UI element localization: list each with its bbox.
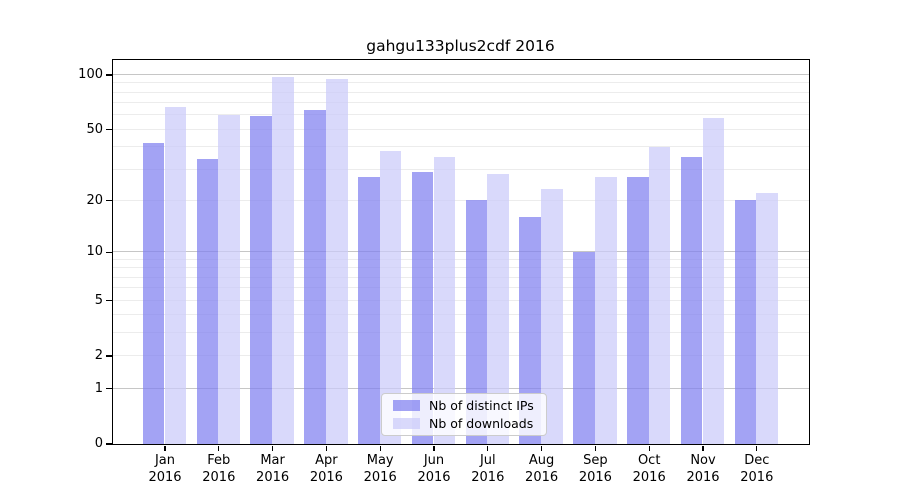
gridline-minor bbox=[113, 314, 809, 316]
y-tick-label: 1 bbox=[94, 380, 103, 396]
bar-nb-of-distinct-ips-nov-2016 bbox=[680, 157, 703, 444]
legend-item-nb-of-distinct-ips: Nb of distinct IPs bbox=[382, 398, 546, 413]
y-tick-label: 10 bbox=[86, 244, 103, 260]
bar-nb-of-downloads-may-2016 bbox=[379, 150, 402, 444]
bar-nb-of-distinct-ips-jan-2016 bbox=[142, 142, 165, 444]
bar-nb-of-downloads-jul-2016 bbox=[487, 174, 509, 444]
gridline-minor bbox=[113, 276, 809, 278]
gridline-minor bbox=[113, 258, 809, 260]
bar-nb-of-distinct-ips-aug-2016 bbox=[519, 217, 542, 444]
gridline-minor bbox=[113, 114, 809, 116]
x-tick bbox=[164, 445, 166, 451]
x-tick-label: Oct 2016 bbox=[632, 453, 666, 485]
x-tick bbox=[540, 445, 543, 451]
x-tick bbox=[756, 445, 758, 451]
x-tick-label: Nov 2016 bbox=[686, 453, 720, 485]
plot-area bbox=[112, 58, 810, 445]
bar-nb-of-downloads-jan-2016 bbox=[164, 107, 187, 444]
y-tick bbox=[106, 74, 112, 76]
bar-nb-of-downloads-dec-2016 bbox=[756, 192, 778, 444]
y-tick-label: 5 bbox=[94, 292, 103, 308]
bar-nb-of-downloads-sep-2016 bbox=[594, 177, 617, 444]
x-tick-label: Aug 2016 bbox=[525, 453, 559, 485]
y-tick bbox=[106, 300, 112, 302]
gridline-major bbox=[113, 387, 809, 389]
legend-label-nb-of-downloads: Nb of downloads bbox=[429, 415, 534, 431]
x-tick-label: Feb 2016 bbox=[202, 453, 236, 485]
x-tick bbox=[433, 445, 435, 451]
x-tick-label: Jun 2016 bbox=[417, 453, 451, 485]
gridline-minor bbox=[113, 91, 809, 93]
x-tick-label: Dec 2016 bbox=[740, 453, 774, 485]
bar-nb-of-downloads-jun-2016 bbox=[433, 157, 456, 444]
bar-nb-of-distinct-ips-jun-2016 bbox=[411, 171, 434, 444]
bar-nb-of-distinct-ips-apr-2016 bbox=[304, 109, 326, 444]
x-tick bbox=[218, 445, 220, 451]
gridline-minor bbox=[113, 82, 809, 84]
x-tick bbox=[379, 445, 381, 451]
x-tick-label: May 2016 bbox=[363, 453, 397, 485]
y-tick bbox=[106, 251, 112, 254]
x-tick bbox=[487, 445, 489, 451]
bar-nb-of-distinct-ips-sep-2016 bbox=[573, 251, 595, 444]
y-tick bbox=[106, 387, 112, 390]
bar-nb-of-distinct-ips-oct-2016 bbox=[627, 177, 649, 444]
y-tick bbox=[106, 443, 112, 445]
legend-swatch-nb-of-downloads bbox=[393, 417, 420, 429]
gridline-minor bbox=[113, 102, 809, 104]
y-tick bbox=[106, 355, 112, 357]
legend: Nb of distinct IPs Nb of downloads bbox=[381, 392, 547, 436]
x-tick-label: Jan 2016 bbox=[148, 453, 182, 485]
bar-nb-of-distinct-ips-jul-2016 bbox=[465, 200, 488, 444]
gridline-minor bbox=[113, 355, 809, 357]
gridline-minor bbox=[113, 299, 809, 301]
gridline-minor bbox=[113, 168, 809, 170]
bar-nb-of-downloads-apr-2016 bbox=[325, 78, 348, 444]
bar-nb-of-distinct-ips-may-2016 bbox=[358, 177, 380, 444]
x-tick-label: Jul 2016 bbox=[471, 453, 505, 485]
y-tick-label: 2 bbox=[94, 348, 103, 364]
x-tick bbox=[325, 445, 328, 451]
gridline-minor bbox=[113, 128, 809, 130]
bar-nb-of-downloads-oct-2016 bbox=[648, 146, 671, 444]
y-tick-label: 20 bbox=[86, 192, 103, 208]
bar-nb-of-downloads-aug-2016 bbox=[541, 189, 563, 444]
gridline-minor bbox=[113, 287, 809, 289]
bar-nb-of-distinct-ips-mar-2016 bbox=[250, 116, 273, 444]
legend-label-nb-of-distinct-ips: Nb of distinct IPs bbox=[429, 397, 534, 413]
y-tick-label: 100 bbox=[78, 67, 103, 83]
gridline-minor bbox=[113, 267, 809, 269]
y-tick-label: 50 bbox=[86, 121, 103, 137]
legend-swatch-nb-of-distinct-ips bbox=[393, 399, 420, 411]
gridline-major bbox=[113, 74, 809, 76]
x-tick bbox=[648, 445, 650, 451]
bar-nb-of-downloads-feb-2016 bbox=[218, 114, 240, 444]
gridline-minor bbox=[113, 332, 809, 334]
y-tick-label: 0 bbox=[94, 436, 103, 451]
bar-nb-of-downloads-nov-2016 bbox=[702, 117, 725, 444]
x-tick bbox=[594, 445, 597, 451]
x-tick-label: Sep 2016 bbox=[578, 453, 612, 485]
gridline-minor bbox=[113, 146, 809, 148]
gridline-major bbox=[113, 251, 809, 253]
x-tick-label: Mar 2016 bbox=[256, 453, 290, 485]
bar-nb-of-downloads-mar-2016 bbox=[272, 77, 294, 444]
x-tick bbox=[702, 445, 704, 451]
x-tick-label: Apr 2016 bbox=[309, 453, 343, 485]
chart-title: gahgu133plus2cdf 2016 bbox=[366, 37, 555, 55]
bar-nb-of-distinct-ips-feb-2016 bbox=[196, 159, 219, 444]
legend-item-nb-of-downloads: Nb of downloads bbox=[382, 416, 546, 431]
y-tick bbox=[106, 199, 112, 202]
y-tick bbox=[106, 129, 112, 131]
gridline-minor bbox=[113, 199, 809, 201]
bar-nb-of-distinct-ips-dec-2016 bbox=[734, 200, 757, 444]
x-tick bbox=[271, 445, 274, 451]
